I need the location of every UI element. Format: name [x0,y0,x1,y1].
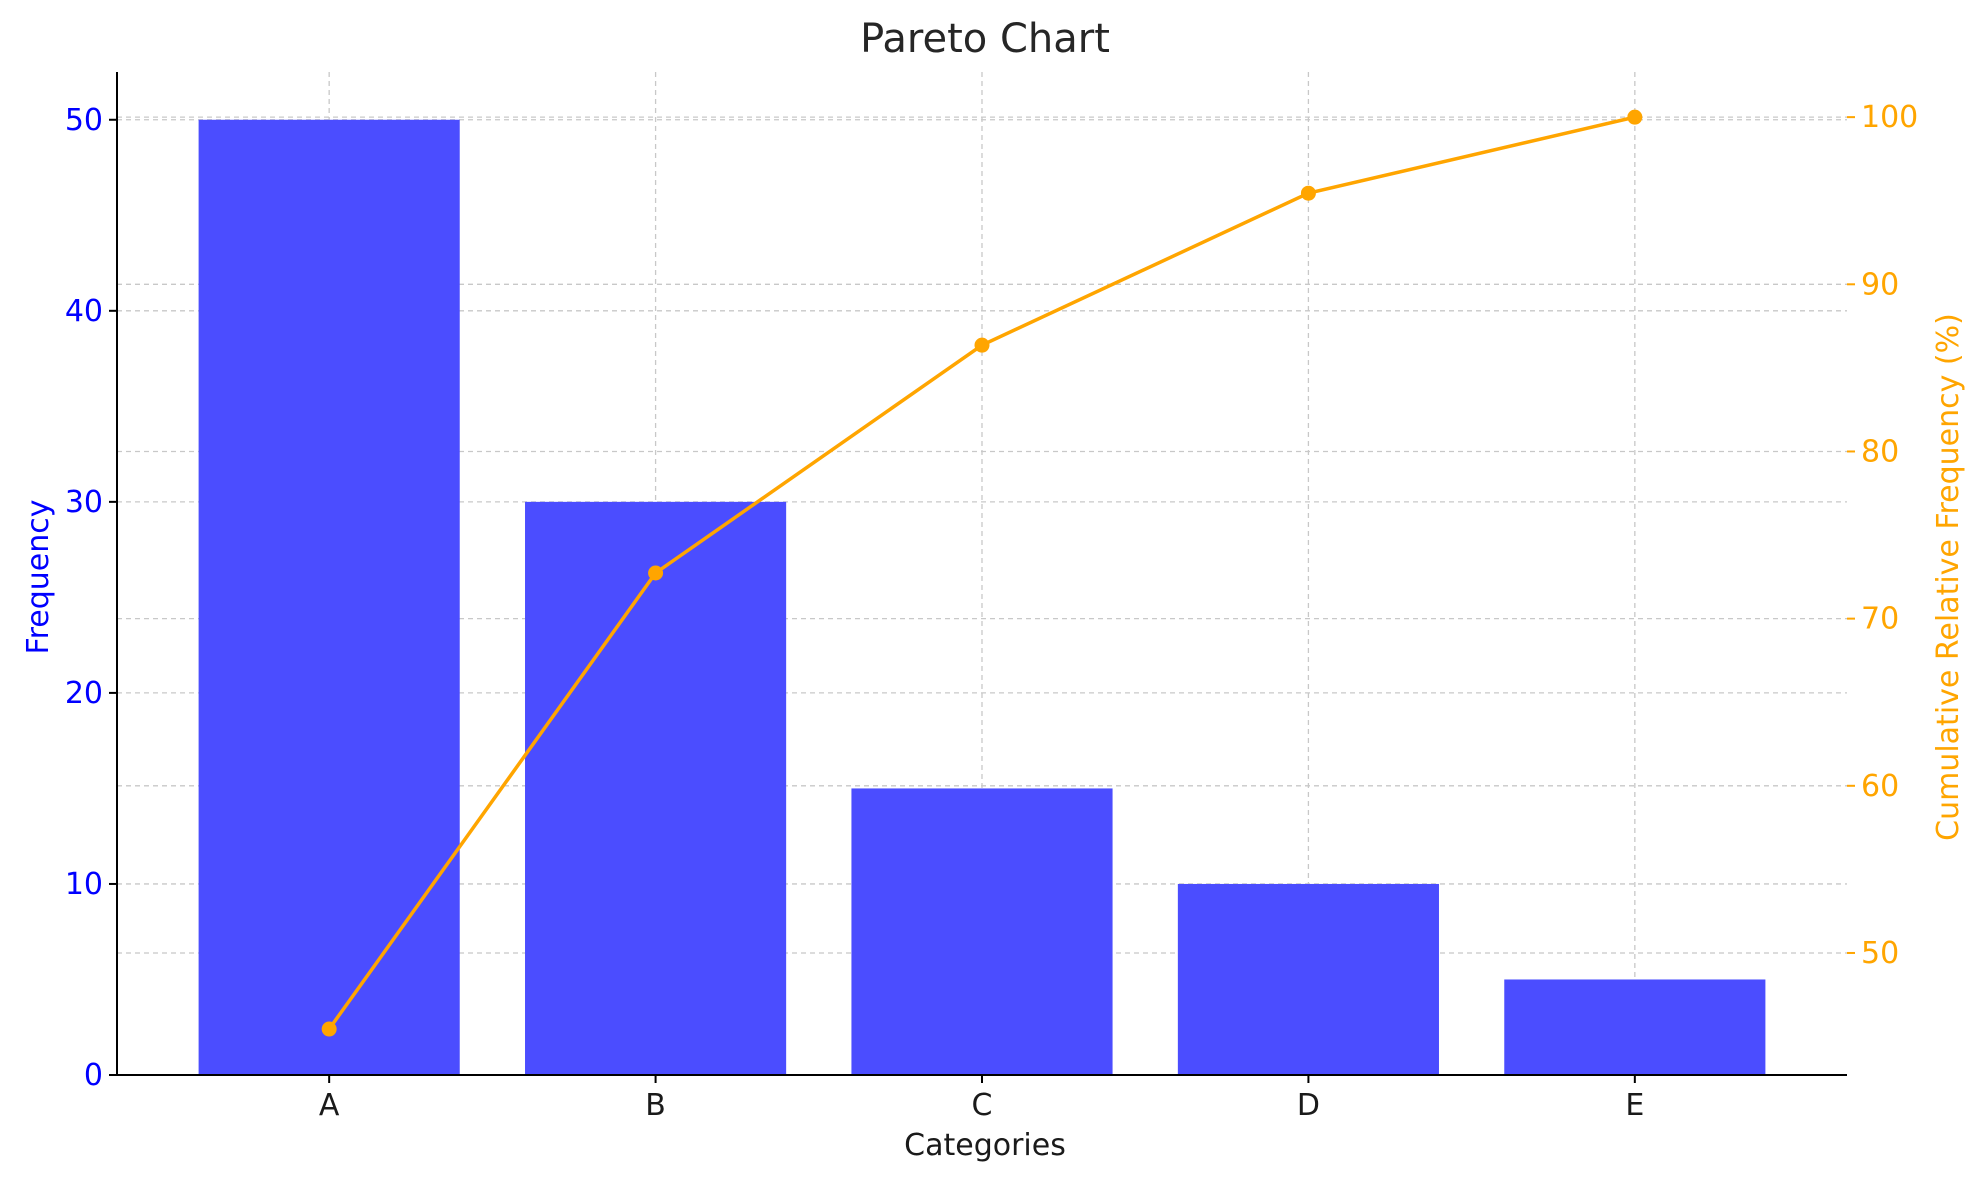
y-axis-left-label: Frequency [21,500,56,655]
bar-series [198,119,1766,1075]
y-left-tick-label: 40 [65,294,103,329]
axes: A B C D E 0 10 20 30 40 50 50 60 70 80 90 100 [65,72,1918,1123]
y-right-tick-label: 60 [1861,769,1899,804]
bar-A [198,119,460,1075]
bar-B [525,501,787,1075]
y-left-tick-label: 10 [65,867,103,902]
y-right-tick-label: 80 [1861,434,1899,469]
y-left-tick-label: 30 [65,485,103,520]
x-tick-label-C: C [972,1088,993,1123]
x-tick-label-E: E [1625,1088,1644,1123]
y-right-tick-label: 70 [1861,602,1899,637]
y-axis-right-label: Cumulative Relative Frequency (%) [1931,313,1966,841]
chart-title: Pareto Chart [860,16,1110,62]
y-right-tick-label: 100 [1861,100,1918,135]
x-tick-label-B: B [645,1088,666,1123]
y-left-tick-label: 0 [84,1058,103,1093]
bar-E [1504,979,1766,1075]
x-tick-label-D: D [1297,1088,1320,1123]
cumulative-line-series [321,109,1643,1037]
x-axis-label: Categories [904,1128,1066,1163]
y-right-tick-label: 50 [1861,936,1899,971]
cumulative-point-A [321,1021,337,1037]
cumulative-point-D [1300,185,1316,201]
y-left-tick-label: 20 [65,676,103,711]
y-left-tick-label: 50 [65,103,103,138]
cumulative-point-B [648,565,664,581]
cumulative-point-E [1627,109,1643,125]
cumulative-point-C [974,337,990,353]
y-right-tick-label: 90 [1861,267,1899,302]
bar-D [1177,883,1439,1075]
x-tick-label-A: A [319,1088,340,1123]
bar-C [851,788,1113,1075]
